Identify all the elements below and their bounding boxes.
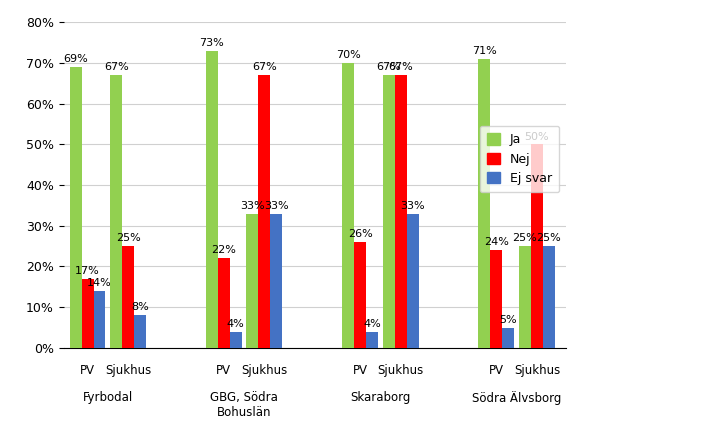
Bar xyxy=(230,332,242,348)
Bar xyxy=(134,315,146,348)
Bar xyxy=(206,51,218,348)
Text: 25%: 25% xyxy=(513,233,537,243)
Text: 17%: 17% xyxy=(75,266,100,276)
Text: 22%: 22% xyxy=(211,245,236,256)
Bar xyxy=(259,75,270,348)
Text: PV: PV xyxy=(489,364,504,377)
Bar xyxy=(218,258,230,348)
Legend: Ja, Nej, Ej svar: Ja, Nej, Ej svar xyxy=(480,126,559,192)
Text: 67%: 67% xyxy=(376,62,401,72)
Text: 67%: 67% xyxy=(252,62,277,72)
Text: Sjukhus: Sjukhus xyxy=(514,364,560,377)
Text: PV: PV xyxy=(80,364,95,377)
Text: 33%: 33% xyxy=(240,201,265,211)
Bar xyxy=(122,246,134,348)
Bar xyxy=(69,67,81,348)
Text: PV: PV xyxy=(353,364,368,377)
Text: 8%: 8% xyxy=(132,302,149,313)
Text: 67%: 67% xyxy=(388,62,413,72)
Text: PV: PV xyxy=(216,364,231,377)
Text: 73%: 73% xyxy=(199,38,224,48)
Bar xyxy=(479,59,491,348)
Text: GBG, Södra
Bohuslän: GBG, Södra Bohuslän xyxy=(210,391,278,419)
Text: Sjukhus: Sjukhus xyxy=(241,364,288,377)
Text: 25%: 25% xyxy=(116,233,141,243)
Text: 25%: 25% xyxy=(537,233,561,243)
Bar xyxy=(93,291,105,348)
Bar xyxy=(531,145,543,348)
Text: Skaraborg: Skaraborg xyxy=(350,391,411,404)
Bar xyxy=(270,214,282,348)
Text: Sjukhus: Sjukhus xyxy=(378,364,423,377)
Bar xyxy=(354,242,366,348)
Text: 70%: 70% xyxy=(336,50,361,60)
Text: Sjukhus: Sjukhus xyxy=(105,364,151,377)
Text: 26%: 26% xyxy=(348,229,373,239)
Text: 33%: 33% xyxy=(400,201,425,211)
Text: 50%: 50% xyxy=(525,132,549,141)
Bar xyxy=(342,63,354,348)
Text: Södra Älvsborg: Södra Älvsborg xyxy=(472,391,561,405)
Bar xyxy=(491,250,502,348)
Bar xyxy=(502,327,514,348)
Text: 33%: 33% xyxy=(264,201,288,211)
Text: 24%: 24% xyxy=(484,237,509,248)
Text: 67%: 67% xyxy=(104,62,129,72)
Text: 14%: 14% xyxy=(87,278,112,288)
Text: Fyrbodal: Fyrbodal xyxy=(83,391,133,404)
Text: 4%: 4% xyxy=(227,319,245,329)
Bar xyxy=(81,279,93,348)
Bar xyxy=(407,214,419,348)
Bar xyxy=(110,75,122,348)
Bar xyxy=(366,332,378,348)
Bar xyxy=(543,246,555,348)
Bar xyxy=(382,75,395,348)
Text: 4%: 4% xyxy=(363,319,381,329)
Bar xyxy=(519,246,531,348)
Text: 5%: 5% xyxy=(499,315,517,325)
Bar xyxy=(247,214,259,348)
Text: 71%: 71% xyxy=(472,46,497,56)
Text: 69%: 69% xyxy=(63,54,88,64)
Bar xyxy=(395,75,407,348)
